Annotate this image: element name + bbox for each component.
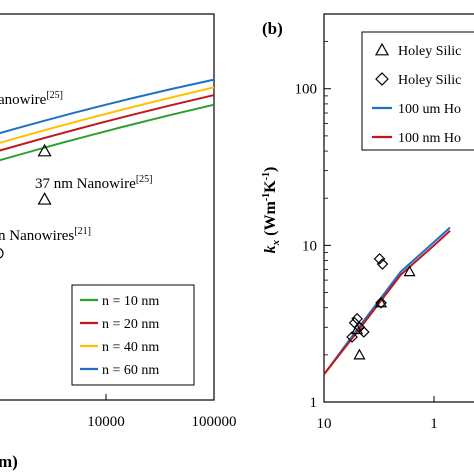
legend-entry: Holey Silic [398, 73, 461, 88]
diamond-marker [375, 296, 387, 309]
diamond-marker [376, 258, 389, 270]
circle-marker [0, 248, 4, 259]
annotation-nanowires-21: n Nanowires[21] [0, 226, 91, 244]
legend-entry: n = 60 nm [102, 363, 159, 378]
legend-triangle-icon [374, 42, 390, 56]
annotation-nanowire-25: anowire[25] [0, 90, 63, 108]
x-tick-label: 10 [317, 416, 332, 432]
series-line-b-2 [323, 229, 451, 376]
y-tick-label: 1 [310, 395, 318, 411]
panel-a-series-lines [0, 78, 215, 162]
series-line-3 [0, 86, 215, 144]
panel-b-y-axis-label: kx (Wm-1K-1) [261, 167, 282, 254]
triangle-marker [375, 296, 388, 308]
legend-entry: n = 10 nm [102, 294, 159, 309]
x-tick-label: 100000 [192, 414, 237, 430]
legend-entry: n = 20 nm [102, 317, 159, 332]
x-tick-label: 10000 [87, 414, 125, 430]
panel-b-axis-ticks: 1 10 100 10 1 [295, 13, 438, 432]
panel-a-data-points [0, 143, 52, 259]
legend-diamond-icon [375, 72, 389, 86]
series-line-4 [0, 78, 215, 135]
triangle-marker [37, 143, 52, 157]
triangle-marker [351, 323, 364, 335]
triangle-marker [353, 348, 366, 360]
panel-b-data-points [346, 253, 416, 360]
diamond-marker [357, 326, 370, 338]
legend-entry: n = 40 nm [102, 340, 159, 355]
x-tick-label: 1 [430, 416, 438, 432]
legend-box-b [361, 31, 474, 151]
panel-a-x-ticks: 10000 100000 [87, 394, 237, 430]
panel-a-legend: n = 10 nm n = 20 nm n = 40 nm n = 60 nm [71, 284, 195, 386]
triangle-marker [37, 192, 52, 205]
panel-b-plot-frame [323, 13, 474, 403]
panel-b-series-lines [323, 226, 451, 376]
series-line-1 [0, 103, 215, 162]
y-tick-label: 10 [302, 238, 317, 254]
panel-a: 10000 100000 anowire[25] 37 nm Nanowire[2… [0, 13, 237, 471]
diamond-marker [373, 253, 386, 265]
panel-b-legend: Holey Silic Holey Silic 100 um Ho 100 nm Ho [361, 31, 474, 151]
annotation-37nm-nanowire: 37 nm Nanowire[25] [35, 174, 152, 192]
series-line-b-1 [323, 226, 451, 376]
legend-entry: 100 um Ho [398, 102, 461, 117]
series-line-2 [0, 94, 215, 152]
legend-entry: 100 nm Ho [398, 131, 461, 146]
panel-b-label: (b) [262, 19, 283, 38]
panel-a-x-axis-label: m) [0, 452, 18, 471]
legend-entry: Holey Silic [398, 44, 461, 59]
y-tick-label: 100 [295, 82, 318, 98]
triangle-marker [403, 265, 416, 277]
diamond-marker [346, 331, 358, 343]
